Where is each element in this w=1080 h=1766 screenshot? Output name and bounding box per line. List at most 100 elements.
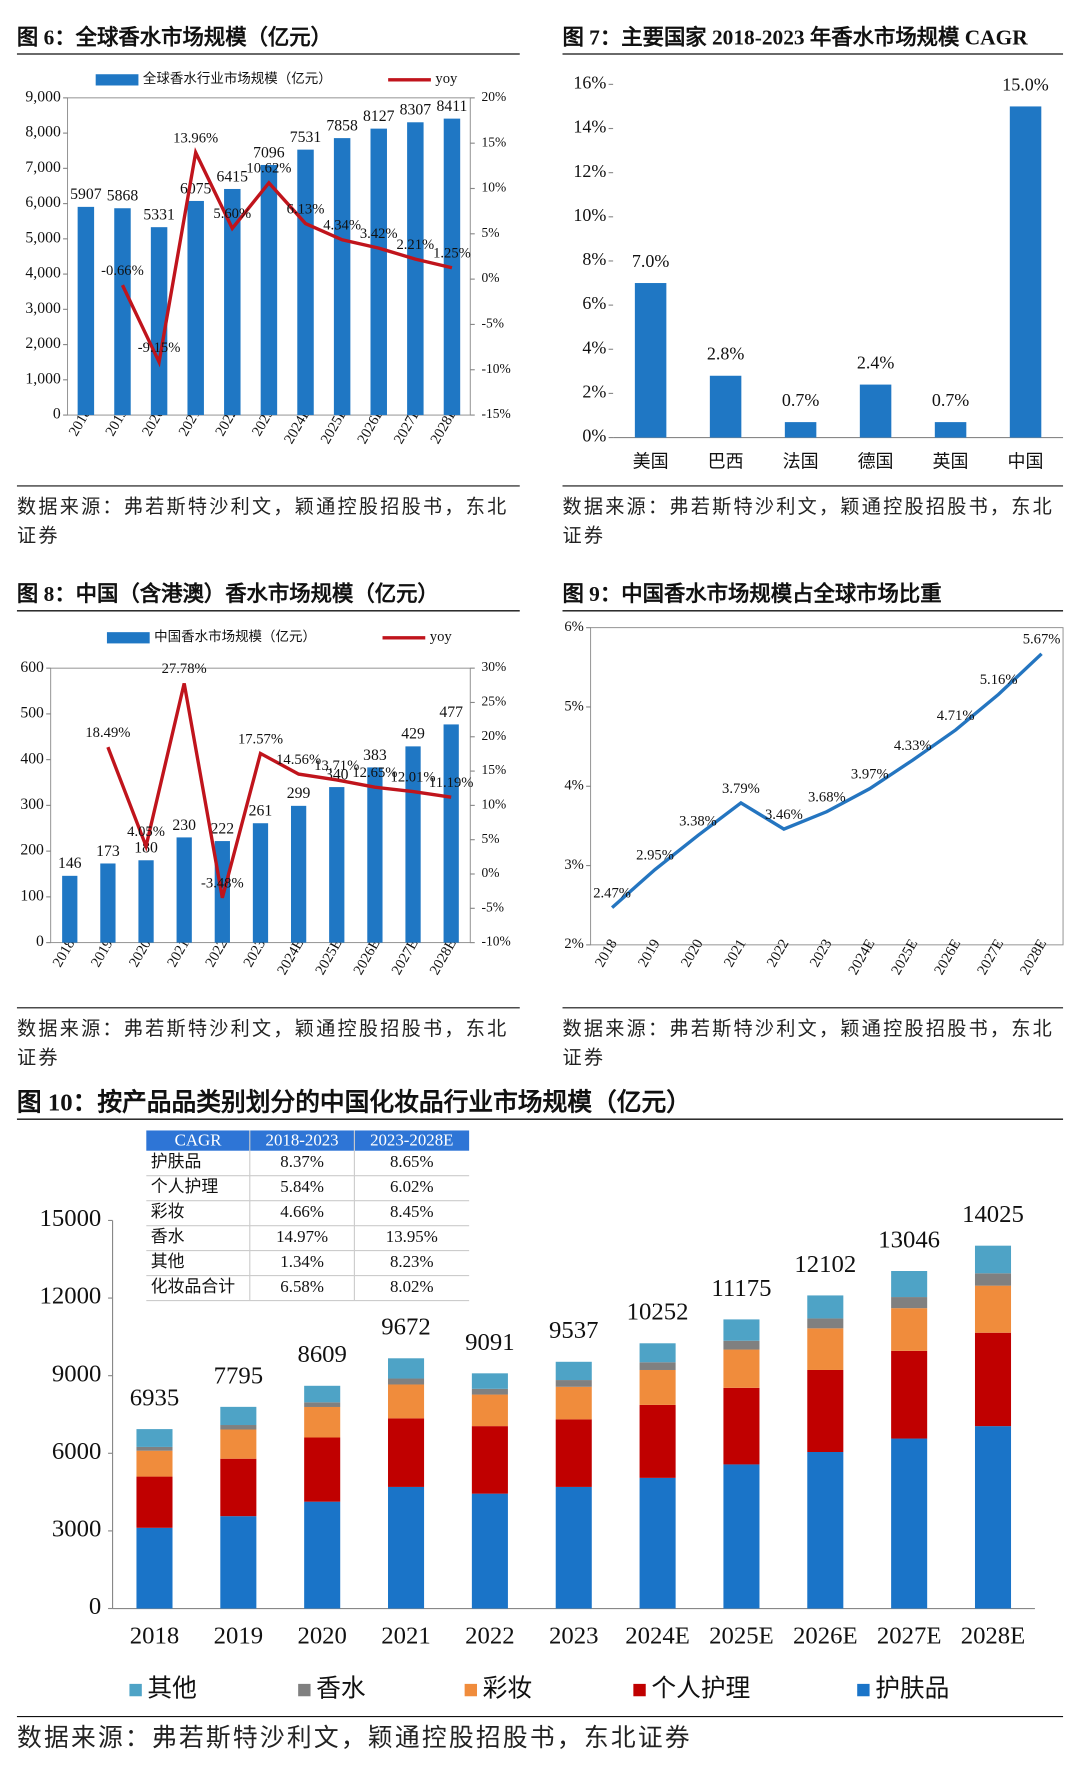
table-cell: 8.45%	[390, 1202, 434, 1221]
bar	[443, 724, 459, 943]
bar-segment	[723, 1340, 760, 1350]
bar-segment	[388, 1358, 425, 1379]
bar-segment	[136, 1527, 173, 1609]
chart-title: 图 10：按产品品类别划分的中国化妆品行业市场规模（亿元）	[17, 1087, 691, 1116]
y2-tick-label: 10%	[482, 796, 507, 811]
y-tick-label: 6000	[52, 1438, 101, 1465]
table-cell: 彩妆	[151, 1202, 185, 1221]
total-label: 10252	[627, 1299, 689, 1326]
table-cell: 8.37%	[280, 1152, 324, 1171]
legend-swatch	[857, 1683, 870, 1697]
y2-tick-label: 25%	[482, 694, 507, 709]
y-tick-label: 6%	[582, 293, 606, 313]
bar-segment	[471, 1493, 508, 1609]
total-label: 9672	[381, 1314, 430, 1341]
bar	[367, 767, 383, 943]
legend-label: yoy	[430, 629, 453, 645]
y-tick-label: 8%	[582, 249, 606, 269]
y-tick-label: 2%	[564, 936, 583, 952]
x-tick-label: 2021	[381, 1622, 430, 1649]
y-tick-label: 400	[20, 750, 44, 767]
legend-swatch	[106, 632, 150, 644]
y2-tick-label: 20%	[482, 89, 507, 104]
y2-tick-label: 5%	[482, 225, 500, 240]
bar-segment	[639, 1343, 676, 1363]
bar-segment	[974, 1245, 1012, 1274]
bar-segment	[974, 1273, 1012, 1286]
total-label: 11175	[711, 1275, 771, 1302]
x-tick-label: 2020	[678, 937, 706, 970]
y-tick-label: 5,000	[25, 229, 61, 246]
y2-tick-label: -5%	[482, 316, 504, 331]
x-tick-label: 美国	[633, 452, 669, 472]
value-label: 7.0%	[632, 251, 669, 271]
bar-segment	[555, 1419, 592, 1487]
chart-title: 图 9：中国香水市场规模占全球市场比重	[562, 581, 941, 606]
total-label: 12102	[794, 1251, 856, 1278]
x-tick-label: 2022	[465, 1622, 514, 1649]
y-tick-label: 16%	[573, 72, 606, 92]
legend-label: yoy	[435, 71, 458, 87]
y-tick-label: 4%	[564, 778, 583, 794]
y-tick-label: 15000	[39, 1205, 101, 1232]
table-header-bg	[146, 1130, 470, 1151]
x-tick-label: 2020	[297, 1622, 346, 1649]
value-label: 429	[401, 726, 425, 743]
value-label: 18.49%	[85, 725, 130, 741]
bar-segment	[891, 1350, 928, 1439]
y-tick-label: 9,000	[25, 88, 61, 105]
y2-tick-label: -15%	[482, 406, 511, 421]
y-tick-label: 10%	[573, 205, 606, 225]
bar-segment	[555, 1486, 592, 1609]
y2-tick-label: 30%	[482, 659, 507, 674]
x-tick-label: 2019	[635, 937, 663, 970]
y-tick-label: 5%	[564, 698, 583, 714]
y2-tick-label: -10%	[482, 934, 511, 949]
total-label: 14025	[962, 1201, 1024, 1228]
y-tick-label: 7,000	[25, 159, 61, 176]
value-label: 4.34%	[323, 218, 361, 234]
bar-segment	[136, 1450, 173, 1477]
bar	[138, 860, 154, 943]
legend-label: 其他	[147, 1674, 196, 1702]
value-label: 4.71%	[937, 708, 975, 724]
bar-segment	[471, 1426, 508, 1494]
y-tick-label: 4,000	[25, 265, 61, 282]
bar-segment	[136, 1429, 173, 1447]
bar-segment	[639, 1362, 676, 1370]
bar	[1009, 106, 1042, 438]
value-label: -3.48%	[201, 876, 244, 892]
value-label: 3.97%	[851, 767, 889, 783]
table-header: 2023-2028E	[370, 1131, 453, 1150]
bar	[260, 164, 278, 416]
y-tick-label: 9000	[52, 1360, 101, 1387]
x-tick-label: 2023	[549, 1622, 598, 1649]
legend-swatch	[298, 1683, 311, 1697]
bar	[297, 149, 314, 416]
y-tick-label: 2,000	[25, 335, 61, 352]
y-tick-label: 3,000	[25, 300, 61, 317]
bar-segment	[136, 1446, 173, 1451]
bar	[290, 805, 307, 943]
bar-segment	[807, 1452, 844, 1609]
bar-segment	[891, 1297, 928, 1309]
bar-segment	[220, 1425, 257, 1430]
total-label: 13046	[878, 1226, 940, 1253]
legend-label: 彩妆	[483, 1674, 532, 1702]
bar	[634, 283, 667, 438]
bar-segment	[807, 1328, 844, 1370]
x-tick-label: 法国	[783, 452, 819, 472]
bar-segment	[891, 1308, 928, 1351]
bar-segment	[304, 1437, 341, 1502]
bar-segment	[304, 1402, 341, 1407]
value-label: 8127	[363, 108, 395, 125]
source-box: 数据来源：弗若斯特沙利文，颖通控股招股书，东北证券	[562, 1018, 1051, 1069]
y-tick-label: 12000	[39, 1283, 101, 1310]
bar-segment	[220, 1516, 257, 1609]
table-cell: 4.66%	[280, 1202, 324, 1221]
x-tick-label: 2021	[721, 937, 749, 970]
x-tick-label: 2024E	[845, 937, 878, 978]
value-label: 6.13%	[287, 201, 325, 217]
total-label: 6935	[130, 1385, 179, 1412]
